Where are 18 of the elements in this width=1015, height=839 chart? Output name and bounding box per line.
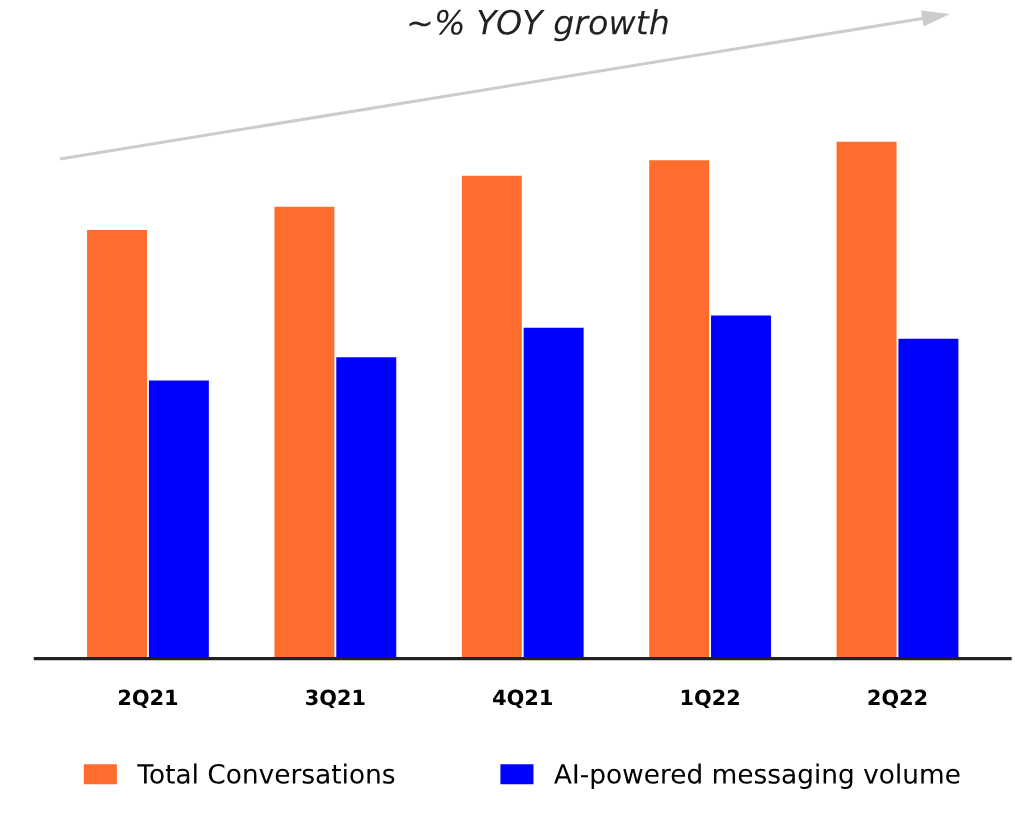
bar — [461, 175, 522, 659]
x-tick-label: 1Q22 — [681, 689, 739, 709]
bar — [274, 206, 335, 659]
x-tick-label: 3Q21 — [306, 689, 365, 709]
bar — [87, 230, 148, 659]
legend-label: AI-powered messaging volume — [554, 763, 960, 789]
chart-title: ~% YOY growth — [409, 9, 668, 42]
x-tick-label: 4Q21 — [493, 689, 552, 709]
x-tick-label: 2Q22 — [868, 689, 927, 709]
bar — [148, 380, 209, 659]
bar — [836, 141, 897, 659]
bar — [336, 357, 397, 659]
bar — [711, 315, 772, 659]
legend-label: Total Conversations — [137, 763, 395, 784]
bar — [649, 160, 710, 659]
bar — [898, 338, 959, 659]
bar — [523, 327, 584, 659]
x-tick-label: 2Q21 — [119, 689, 178, 709]
